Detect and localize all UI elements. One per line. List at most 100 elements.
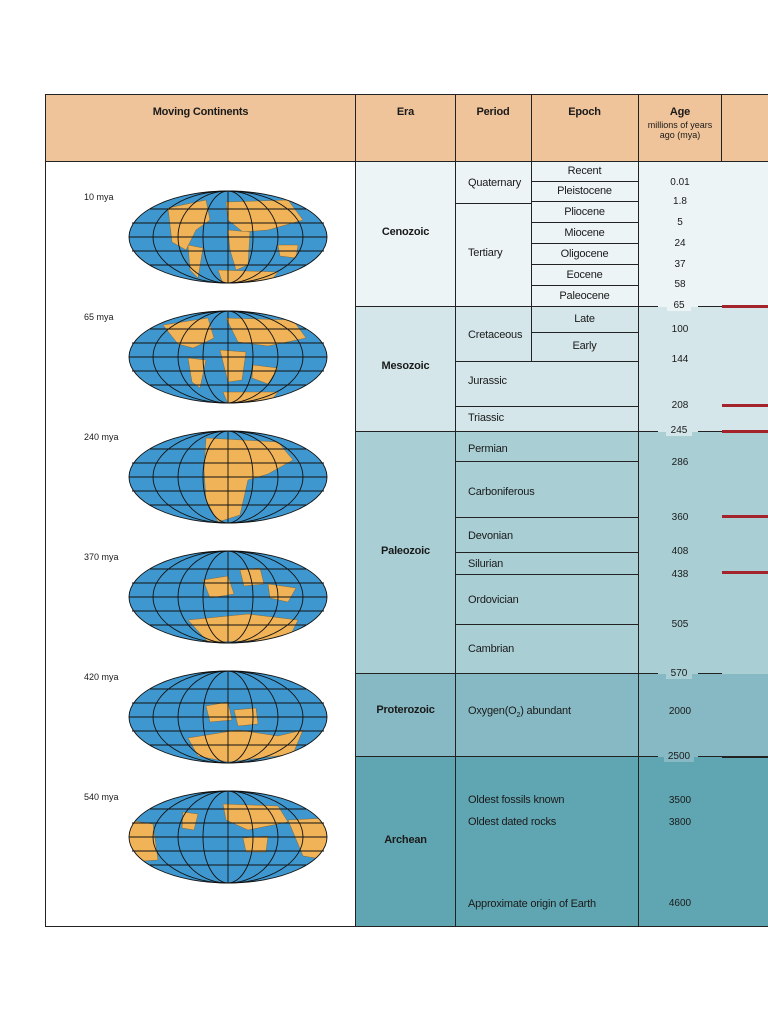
mesozoic-band [356, 307, 768, 432]
era-cenozoic: Cenozoic [381, 226, 430, 238]
oldest-fossils: Oldest fossils known [468, 794, 565, 806]
archean-band [356, 757, 768, 926]
ordovician-bottom [455, 624, 638, 625]
age-value: 24 [674, 238, 686, 249]
header-age-sub2: ago (mya) [659, 130, 701, 140]
epoch-eocene: Eocene [566, 269, 603, 281]
epoch-sep [531, 243, 638, 244]
era-paleozoic: Paleozoic [381, 545, 430, 557]
period-permian: Permian [468, 443, 508, 455]
extinction-marker [722, 430, 768, 433]
epoch-sep [531, 285, 638, 286]
globe-label: 10 mya [84, 192, 114, 202]
col-line-period [455, 94, 456, 927]
frame-bottom [45, 926, 768, 927]
boundary-tick [698, 431, 722, 432]
epoch-sep [531, 201, 638, 202]
age-value: 360 [671, 512, 689, 523]
era-sep-3 [356, 673, 638, 674]
boundary-tick [698, 673, 722, 674]
globe-map [128, 190, 328, 284]
age-value: 37 [674, 259, 686, 270]
frame-top [45, 94, 768, 95]
age-value: 144 [671, 354, 689, 365]
proterozoic-band [356, 674, 768, 757]
extinction-marker [722, 404, 768, 407]
age-value: 208 [671, 400, 689, 411]
epoch-paleocene: Paleocene [559, 290, 610, 302]
paleozoic-band [356, 432, 768, 674]
header-era: Era [396, 106, 415, 118]
silurian-bottom [455, 574, 638, 575]
oxygen-subscript: 2 [516, 712, 521, 720]
age-value: 245 [666, 425, 692, 436]
extinction-marker [722, 571, 768, 574]
header-bottom [45, 161, 768, 162]
period-carboniferous: Carboniferous [468, 486, 535, 498]
epoch-oligocene: Oligocene [560, 248, 609, 260]
jurassic-bottom [455, 406, 638, 407]
age-value: 5 [677, 217, 683, 228]
header-age: Age [669, 106, 691, 118]
extinction-marker [722, 515, 768, 518]
col-line-age [638, 94, 639, 927]
period-jurassic: Jurassic [468, 375, 507, 387]
header-age-sub1: millions of years [647, 120, 713, 130]
age-value: 4600 [668, 898, 692, 909]
boundary-tick [638, 431, 658, 432]
age-value: 505 [671, 619, 689, 630]
period-quaternary: Quaternary [468, 177, 522, 189]
era-proterozoic: Proterozoic [376, 704, 435, 716]
period-cambrian: Cambrian [468, 643, 515, 655]
boundary-tick [638, 306, 658, 307]
col-line-right [721, 94, 722, 162]
quaternary-bottom [455, 203, 531, 204]
permian-bottom [455, 461, 638, 462]
epoch-miocene: Miocene [564, 227, 605, 239]
epoch-pliocene: Pliocene [564, 206, 605, 218]
age-value: 286 [671, 457, 689, 468]
era-archean: Archean [384, 834, 427, 846]
age-value: 2000 [668, 706, 692, 717]
period-tertiary: Tertiary [468, 247, 503, 259]
age-value: 570 [666, 668, 692, 679]
period-silurian: Silurian [468, 558, 504, 570]
era-sep-1 [356, 306, 638, 307]
extinction-marker [722, 305, 768, 308]
epoch-col-cretaceous [531, 307, 532, 361]
cretaceous-bottom [455, 361, 638, 362]
oxygen-prefix: Oxygen(O [468, 705, 517, 717]
header-moving-continents: Moving Continents [152, 106, 249, 118]
age-value: 2500 [664, 751, 694, 762]
header-epoch: Epoch [568, 106, 601, 118]
origin-of-earth: Approximate origin of Earth [468, 898, 596, 910]
table-header [45, 95, 768, 161]
epoch-late: Late [574, 313, 595, 325]
boundary-tick [638, 673, 658, 674]
oxygen-abundant: Oxygen(O2) abundant [468, 705, 571, 719]
period-triassic: Triassic [468, 412, 504, 424]
epoch-sep [531, 181, 638, 182]
boundary-tick [698, 306, 722, 307]
age-value: 3800 [668, 817, 692, 828]
age-value: 1.8 [673, 196, 687, 207]
header-period: Period [476, 106, 510, 118]
col-line-era [355, 94, 356, 927]
epoch-sep [531, 222, 638, 223]
age-value: 438 [671, 569, 689, 580]
era-sep-4 [356, 756, 638, 757]
frame-left [45, 94, 46, 927]
globe-label: 370 mya [84, 552, 119, 562]
globe-label: 420 mya [84, 672, 119, 682]
epoch-col-cenozoic [531, 162, 532, 307]
late-early-sep [531, 332, 638, 333]
globe-label: 65 mya [84, 312, 114, 322]
globe-label: 240 mya [84, 432, 119, 442]
col-line-epoch [531, 94, 532, 162]
epoch-pleistocene: Pleistocene [557, 185, 612, 197]
globe-map [128, 550, 328, 644]
period-devonian: Devonian [468, 530, 513, 542]
devonian-bottom [455, 552, 638, 553]
globe-label: 540 mya [84, 792, 119, 802]
carboniferous-bottom [455, 517, 638, 518]
